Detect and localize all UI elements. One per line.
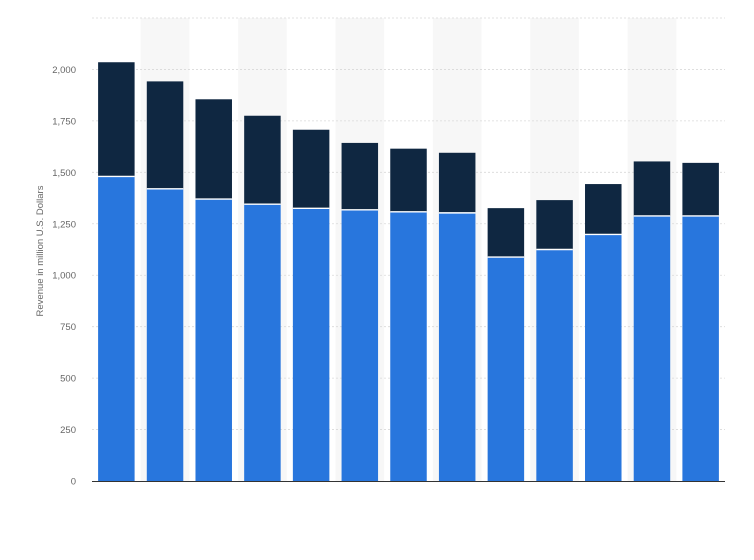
bar-segment-secondary (438, 152, 476, 213)
bar-segment-secondary (390, 148, 427, 212)
bar-segment-primary (682, 215, 719, 481)
y-tick-label: 1,250 (52, 219, 76, 230)
bar-segment-secondary (633, 161, 671, 216)
bar-segment-primary (292, 208, 330, 481)
y-tick-label: 1,750 (52, 116, 76, 127)
bar-segment-primary (390, 211, 427, 481)
y-axis-title: Revenue in million U.S. Dollars (35, 185, 46, 316)
bar-segment-secondary (682, 162, 719, 216)
bar-segment-primary (438, 212, 476, 481)
bars (98, 62, 719, 482)
y-tick-label: 500 (60, 374, 76, 385)
bar-segment-primary (146, 188, 184, 482)
bar-segment-secondary (536, 200, 573, 250)
y-tick-labels: 0 250 500 750 1,000 1,250 1,500 1,750 2,000 (52, 65, 76, 488)
y-tick-label: 0 (71, 477, 76, 488)
bar-segment-secondary (195, 99, 232, 200)
y-tick-label: 750 (60, 322, 76, 333)
bar-segment-primary (98, 176, 135, 481)
bar-segment-secondary (487, 208, 525, 258)
bar-segment-secondary (146, 81, 184, 189)
bar-segment-primary (244, 204, 281, 482)
bar-segment-primary (536, 249, 573, 481)
bar-segment-primary (487, 257, 525, 481)
bar-segment-secondary (341, 142, 379, 210)
y-tick-label: 2,000 (52, 65, 76, 76)
bar-segment-primary (195, 199, 232, 481)
bar-segment-primary (633, 215, 671, 481)
y-tick-label: 1,500 (52, 168, 76, 179)
bar-segment-secondary (244, 115, 281, 205)
bar-segment-primary (341, 209, 379, 481)
bar-segment-secondary (98, 62, 135, 177)
y-tick-label: 250 (60, 425, 76, 436)
bar-segment-secondary (585, 184, 622, 235)
bar-segment-secondary (292, 129, 330, 209)
y-tick-label: 1,000 (52, 271, 76, 282)
bar-segment-primary (585, 234, 622, 481)
